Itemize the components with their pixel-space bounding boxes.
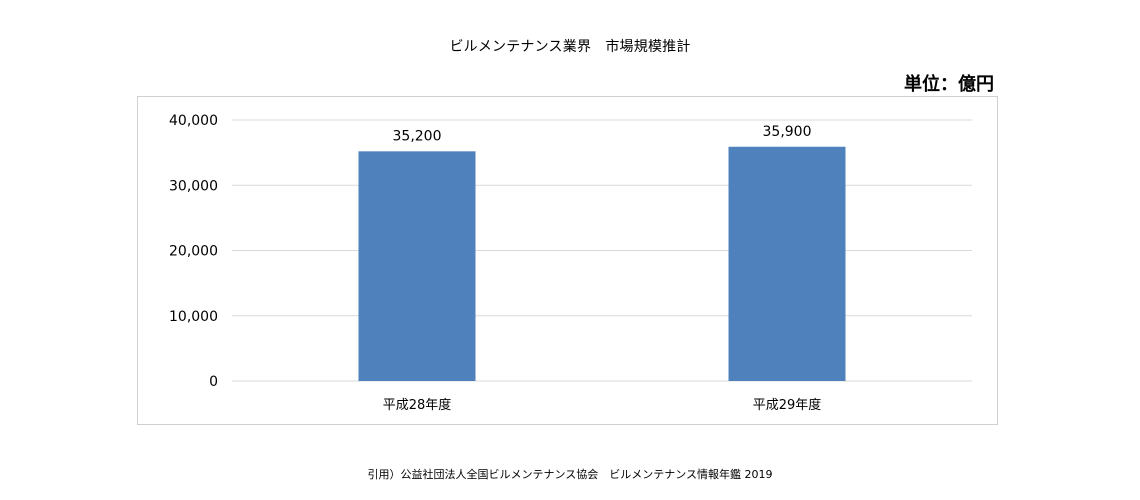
y-tick-label: 0 [209,374,218,390]
bar [728,146,846,381]
bars [358,146,846,381]
bar-value-label: 35,200 [393,128,442,144]
y-tick-label: 40,000 [169,113,218,129]
data-labels: 35,200 35,900 [393,124,812,145]
x-category-label: 平成29年度 [753,397,822,413]
grid-lines [232,119,972,382]
bar-value-label: 35,900 [763,124,812,140]
chart-frame [137,96,998,425]
unit-label: 単位：億円 [904,74,994,95]
y-tick-label: 20,000 [169,244,218,260]
y-tick-label: 10,000 [169,309,218,325]
y-tick-label: 30,000 [169,178,218,194]
x-axis-categories: 平成28年度 平成29年度 [383,397,822,413]
y-axis-ticks: 0 10,000 20,000 30,000 40,000 [169,113,218,390]
source-note: 引用）公益社団法人全国ビルメンテナンス協会 ビルメンテナンス情報年鑑 2019 [367,468,773,481]
x-category-label: 平成28年度 [383,397,452,413]
chart-title: ビルメンテナンス業界 市場規模推計 [449,39,691,55]
bar [358,151,476,381]
